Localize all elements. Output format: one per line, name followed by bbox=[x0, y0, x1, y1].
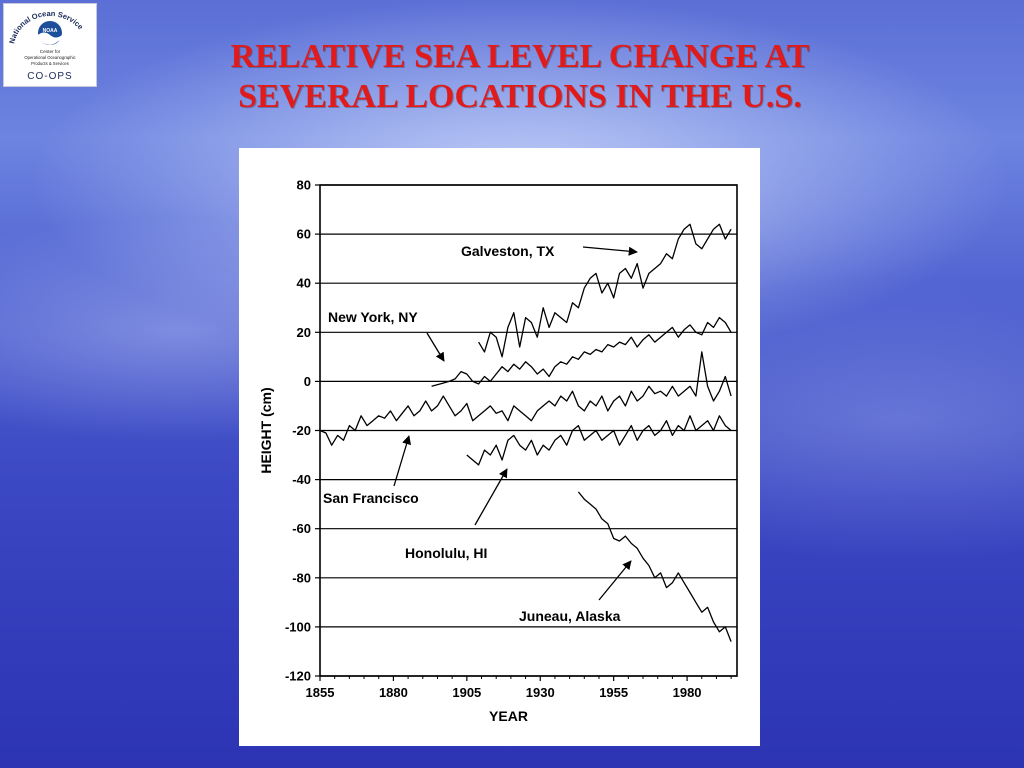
plot-frame bbox=[319, 184, 738, 677]
slide-title: RELATIVE SEA LEVEL CHANGE AT SEVERAL LOC… bbox=[120, 37, 920, 117]
series-line-4 bbox=[577, 491, 732, 642]
series-line-2 bbox=[319, 351, 732, 446]
chart-panel: 80 60 40 20 0 -20 -40 -60 -80 -100 -120 1855 1880 190… bbox=[239, 148, 760, 746]
x-tick-label: 1980 bbox=[673, 685, 702, 700]
slide-title-line2: SEVERAL LOCATIONS IN THE U.S. bbox=[238, 78, 802, 115]
y-tick-label: 40 bbox=[297, 276, 311, 291]
annotation-label-2: San Francisco bbox=[323, 490, 419, 506]
x-tick-label: 1955 bbox=[599, 685, 628, 700]
y-tick-label: -100 bbox=[285, 619, 311, 634]
annotation-arrow-4 bbox=[598, 560, 632, 601]
x-tick-label: 1855 bbox=[306, 685, 335, 700]
annotation-arrow-1 bbox=[426, 332, 445, 362]
y-tick-label: 60 bbox=[297, 227, 311, 242]
y-tick-label: -120 bbox=[285, 669, 311, 684]
logo-abbrev: CO-OPS bbox=[27, 71, 72, 82]
y-tick-label: 20 bbox=[297, 325, 311, 340]
logo-line3: Products & Services bbox=[31, 61, 69, 66]
x-axis-title: YEAR bbox=[489, 708, 528, 724]
series-layer bbox=[319, 223, 732, 642]
annotation-label-4: Juneau, Alaska bbox=[519, 608, 621, 624]
annotation-label-0: Galveston, TX bbox=[461, 243, 555, 259]
series-line-3 bbox=[466, 415, 732, 466]
series-line-0 bbox=[478, 223, 732, 358]
y-axis-title: HEIGHT (cm) bbox=[258, 387, 274, 473]
logo-line1: Center for bbox=[40, 49, 61, 54]
y-tick-label: 0 bbox=[304, 374, 311, 389]
x-tick-label: 1905 bbox=[452, 685, 481, 700]
annotation-layer: Galveston, TX New York, NY San Francisco Ho… bbox=[323, 243, 638, 624]
y-tick-label: 80 bbox=[297, 178, 311, 193]
y-tick-label: -40 bbox=[292, 472, 311, 487]
y-tick-label: -60 bbox=[292, 521, 311, 536]
x-tick-label: 1880 bbox=[379, 685, 408, 700]
y-tick-label: -80 bbox=[292, 570, 311, 585]
slide-title-line1: RELATIVE SEA LEVEL CHANGE AT bbox=[230, 38, 810, 75]
annotation-label-1: New York, NY bbox=[328, 309, 418, 325]
annotation-label-3: Honolulu, HI bbox=[405, 545, 487, 561]
annotation-arrow-2 bbox=[393, 435, 412, 487]
annotation-arrow-0 bbox=[582, 246, 638, 256]
y-tick-label: -20 bbox=[292, 423, 311, 438]
noaa-emblem-icon: National Ocean Service NOAA Center for O… bbox=[7, 9, 85, 82]
annotation-arrow-3 bbox=[474, 468, 508, 526]
x-tick-label: 1930 bbox=[526, 685, 555, 700]
noaa-logo: National Ocean Service NOAA Center for O… bbox=[3, 3, 97, 87]
logo-line2: Operational Oceanographic bbox=[24, 55, 75, 60]
logo-badge-text: NOAA bbox=[43, 28, 58, 34]
series-line-1 bbox=[431, 316, 732, 387]
